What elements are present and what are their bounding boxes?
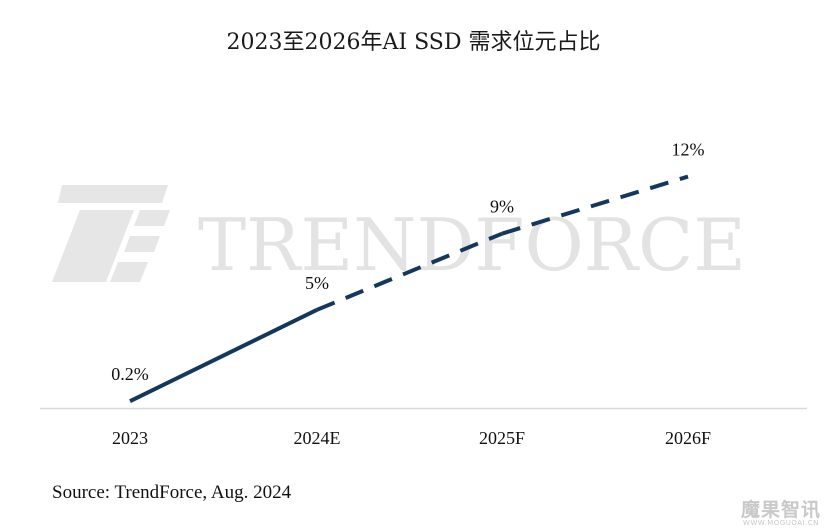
line-segment-2 bbox=[501, 174, 689, 236]
x-tick-label: 2025F bbox=[479, 428, 525, 448]
data-label: 9% bbox=[490, 197, 514, 217]
line-segment-0 bbox=[129, 308, 318, 403]
chart-title: 2023至2026年AI SSD 需求位元占比 bbox=[226, 30, 601, 55]
corner-logo: 魔果智讯 WWW.MOGUOAI.CN bbox=[741, 501, 821, 527]
corner-logo-subtext: WWW.MOGUOAI.CN bbox=[743, 519, 819, 527]
chart-source: Source: TrendForce, Aug. 2024 bbox=[52, 482, 292, 503]
x-tick-label: 2024E bbox=[294, 428, 341, 448]
data-label: 5% bbox=[305, 273, 329, 293]
line-segment-1 bbox=[316, 231, 503, 312]
x-tick-label: 2026F bbox=[665, 428, 711, 448]
data-label: 0.2% bbox=[111, 364, 149, 384]
corner-logo-text: 魔果智讯 bbox=[740, 499, 821, 521]
trendforce-watermark-logo bbox=[52, 185, 170, 282]
x-tick-label: 2023 bbox=[112, 428, 148, 448]
data-label: 12% bbox=[672, 140, 705, 160]
